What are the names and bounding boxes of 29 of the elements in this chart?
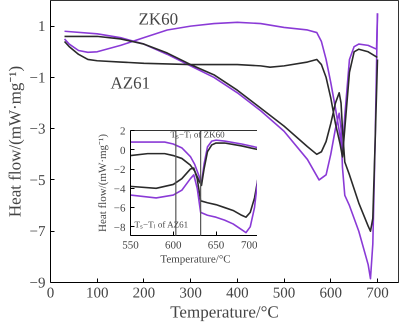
x-tick-label: 700 (366, 286, 389, 302)
y-tick-label: −4 (114, 183, 126, 196)
y-tick-label: −9 (30, 276, 46, 292)
y-tick-label: 0 (120, 144, 126, 157)
x-tick-label: 200 (132, 286, 156, 302)
x-tick-label: 300 (179, 286, 202, 302)
annotation: AZ61 (110, 74, 150, 92)
x-tick-label: 400 (226, 286, 249, 302)
y-tick-label: −6 (114, 202, 126, 215)
y-tick-label: 1 (38, 19, 46, 36)
x-axis-title: Temperature/°C (160, 254, 231, 266)
y-tick-label: −2 (114, 164, 126, 176)
y-axis-title: Heat flow/(mW·mg⁻¹) (6, 66, 25, 218)
y-axis-title: Heat flow/(mW·mg⁻¹) (96, 134, 109, 232)
y-tick-label: −1 (30, 70, 46, 86)
annotation: ZK60 (138, 10, 178, 28)
y-tick-label: −5 (30, 172, 46, 189)
x-tick-label: 700 (241, 240, 258, 252)
y-tick-label: −8 (114, 222, 126, 234)
y-tick-label: −7 (30, 224, 46, 240)
y-tick-label: 2 (120, 126, 126, 138)
x-tick-label: 650 (208, 240, 225, 252)
x-tick-label: 600 (165, 240, 182, 252)
x-axis-title: Temperature/°C (170, 302, 279, 322)
x-tick-label: 550 (122, 240, 140, 252)
x-tick-label: 600 (320, 286, 342, 302)
y-tick-label: −3 (30, 122, 46, 138)
x-tick-label: 500 (272, 286, 296, 302)
x-tick-label: 100 (86, 286, 108, 302)
